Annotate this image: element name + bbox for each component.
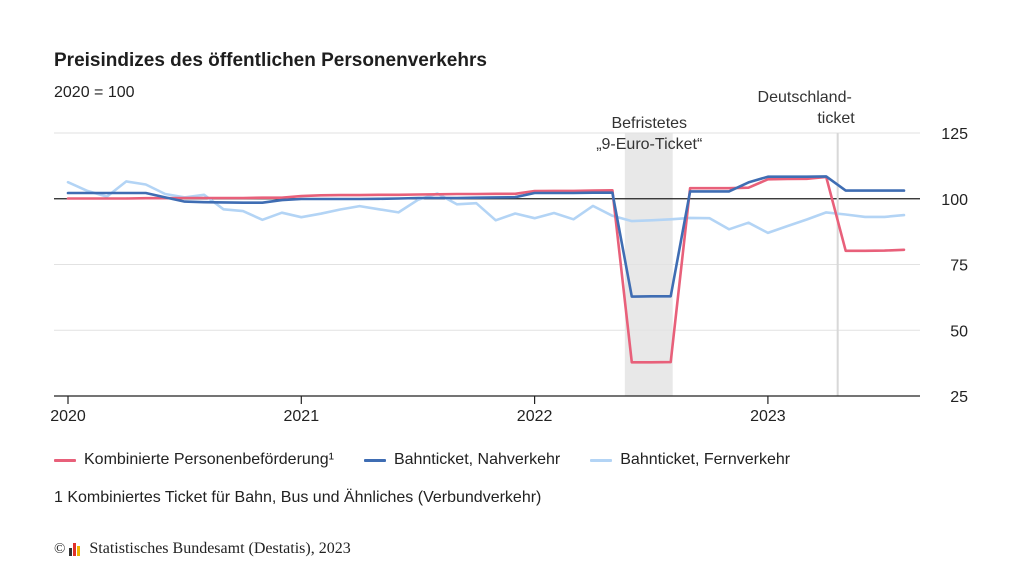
annotation-label: ticket: [817, 110, 855, 127]
legend-swatch: [54, 458, 76, 462]
legend-item-kombinierte: Kombinierte Personenbeförderung¹: [54, 451, 334, 469]
y-tick-label: 125: [941, 126, 968, 143]
annotation-label: Befristetes: [611, 115, 687, 132]
series-line-0: [66, 175, 906, 364]
legend-item-fernverkehr: Bahnticket, Fernverkehr: [590, 451, 790, 469]
chart-legend: Kombinierte Personenbeförderung¹ Bahntic…: [54, 451, 820, 469]
annotation-label: Deutschland-: [758, 89, 852, 106]
x-tick-label: 2023: [750, 408, 786, 425]
legend-swatch: [590, 458, 613, 462]
source-text: Statistisches Bundesamt (Destatis), 2023: [89, 540, 351, 557]
destatis-logo-icon: [69, 542, 83, 556]
footnote: 1 Kombiniertes Ticket für Bahn, Bus und …: [54, 489, 542, 506]
series-line-1: [66, 175, 906, 298]
x-tick-label: 2022: [517, 408, 553, 425]
copyright-symbol: ©: [54, 540, 66, 557]
legend-item-nahverkehr: Bahnticket, Nahverkehr: [363, 451, 561, 469]
chart-title: Preisindizes des öffentlichen Personenve…: [54, 50, 487, 71]
x-tick-label: 2021: [284, 408, 320, 425]
series-line-2: [66, 180, 906, 235]
y-tick-label: 75: [950, 258, 968, 275]
legend-label: Bahnticket, Fernverkehr: [620, 451, 791, 468]
line-chart: 25 50 75 100 125 2020 2021 2022 2023 Befristetes „…: [50, 89, 968, 425]
x-tick-label: 2020: [50, 408, 86, 425]
y-tick-label: 25: [950, 389, 968, 406]
legend-label: Bahnticket, Nahverkehr: [393, 451, 561, 468]
source-line: © Statistisches Bundesamt (Destatis), 20…: [54, 540, 351, 558]
y-tick-label: 100: [941, 192, 968, 209]
legend-swatch: [363, 458, 386, 462]
y-tick-label: 50: [950, 323, 968, 340]
annotation-label: „9-Euro-Ticket“: [596, 136, 702, 153]
chart-subtitle: 2020 = 100: [54, 84, 135, 101]
legend-label: Kombinierte Personenbeförderung¹: [84, 451, 334, 468]
